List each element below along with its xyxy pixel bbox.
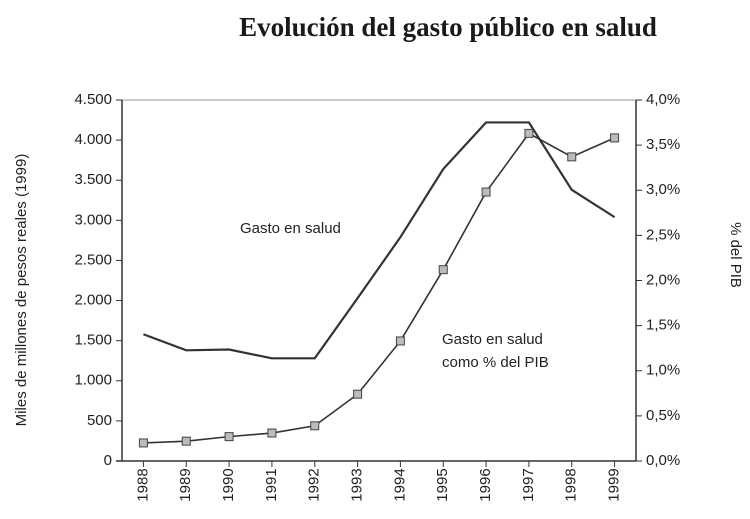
point-marker — [181, 436, 191, 446]
point-marker — [138, 438, 148, 448]
x-tick-label: 1988 — [134, 468, 151, 501]
y-axis-label: Miles de millones de pesos reales (1999) — [13, 154, 30, 427]
plot-frame — [121, 99, 637, 462]
series-line — [143, 132, 615, 444]
y-tick-label: 3.500 — [74, 171, 112, 188]
x-tick-label: 1998 — [563, 468, 580, 501]
series-annotation: Gasto en salud — [240, 220, 341, 237]
y2-tick-label: 2,0% — [646, 271, 680, 288]
x-tick-label: 1993 — [349, 468, 366, 501]
y2-tick-label: 3,5% — [646, 136, 680, 153]
x-tick-label: 1994 — [391, 468, 408, 501]
y-tick-label: 0 — [104, 452, 112, 469]
point-marker — [610, 133, 620, 143]
y2-tick-label: 0,0% — [646, 452, 680, 469]
y2-tick-label: 4,0% — [646, 91, 680, 108]
x-tick-label: 1989 — [177, 468, 194, 501]
x-tick-label: 1995 — [434, 468, 451, 501]
y2-tick-label: 1,0% — [646, 362, 680, 379]
x-tick-label: 1990 — [220, 468, 237, 501]
y2-axis-label: % del PIB — [727, 222, 744, 288]
y-tick-label: 2.500 — [74, 251, 112, 268]
x-tick-label: 1991 — [263, 468, 280, 501]
point-marker — [267, 428, 277, 438]
point-marker — [310, 421, 320, 431]
y2-tick-label: 0,5% — [646, 407, 680, 424]
point-marker — [567, 152, 577, 162]
x-tick-label: 1999 — [606, 468, 623, 501]
x-tick-label: 1992 — [306, 468, 323, 501]
y-tick-label: 500 — [87, 412, 112, 429]
point-marker — [224, 432, 234, 442]
point-marker — [438, 265, 448, 275]
y-tick-label: 2.000 — [74, 292, 112, 309]
y-tick-label: 4.000 — [74, 131, 112, 148]
series-line — [143, 121, 616, 360]
point-marker — [481, 187, 491, 197]
point-marker — [524, 128, 534, 138]
y-tick-label: 3.000 — [74, 211, 112, 228]
y-tick-label: 1.500 — [74, 332, 112, 349]
point-marker — [395, 336, 405, 346]
y2-tick-label: 3,0% — [646, 181, 680, 198]
y-tick-label: 1.000 — [74, 372, 112, 389]
y2-tick-label: 2,5% — [646, 226, 680, 243]
point-marker — [353, 389, 363, 399]
y-tick-label: 4.500 — [74, 91, 112, 108]
x-tick-label: 1997 — [520, 468, 537, 501]
series-annotation: Gasto en salud como % del PIB — [442, 331, 549, 371]
chart-title: Evolución del gasto público en salud — [239, 12, 657, 42]
x-tick-label: 1996 — [477, 468, 494, 501]
y2-tick-label: 1,5% — [646, 317, 680, 334]
